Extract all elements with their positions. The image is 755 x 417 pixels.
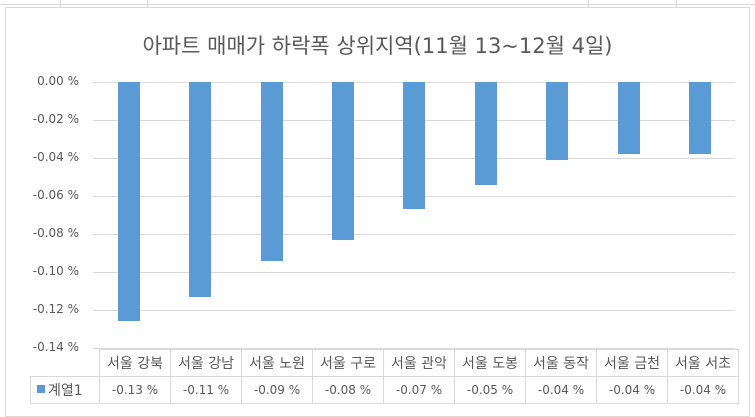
value-cell: -0.04 % [596,376,668,404]
y-tick-label: -0.10 % [32,264,79,278]
value-cell: -0.09 % [241,376,313,404]
legend-key-icon [37,385,45,393]
bar-8[interactable] [688,82,711,155]
legend-entry: 계열1 [30,376,100,404]
sheet-row-line [0,4,755,5]
gridline [93,272,735,273]
y-tick-label: -0.02 % [32,112,79,126]
gridline [93,348,735,349]
category-label: 서울 노원 [241,349,313,377]
series-row: 계열1 -0.13 % -0.11 % -0.09 % -0.08 % -0.07 % -… [30,376,739,404]
table-corner [30,349,100,377]
bar-4[interactable] [403,82,426,210]
y-tick-label: -0.06 % [32,188,79,202]
value-cell: -0.04 % [667,376,739,404]
bar-2[interactable] [260,82,283,261]
legend-label: 계열1 [48,383,83,399]
gridline [93,310,735,311]
category-label: 서울 서초 [667,349,739,377]
value-cell: -0.04 % [525,376,597,404]
bar-7[interactable] [617,82,640,155]
category-label: 서울 도봉 [454,349,526,377]
bar-5[interactable] [474,82,497,185]
value-cell: -0.13 % [99,376,171,404]
value-cell: -0.07 % [383,376,455,404]
category-row: 서울 강북 서울 강남 서울 노원 서울 구로 서울 관악 서울 도봉 서울 동작 서울 금천… [30,349,739,377]
bar-0[interactable] [117,82,140,322]
chart-area[interactable]: 아파트 매매가 하락폭 상위지역(11월 13~12월 4일) 0.00 % -0… [5,7,750,417]
category-label: 서울 관악 [383,349,455,377]
value-cell: -0.11 % [170,376,242,404]
category-label: 서울 강남 [170,349,242,377]
y-tick-label: -0.08 % [32,226,79,240]
y-tick-label: -0.04 % [32,150,79,164]
bar-6[interactable] [546,82,569,160]
bar-1[interactable] [189,82,212,297]
chart-title: 아파트 매매가 하락폭 상위지역(11월 13~12월 4일) [142,34,613,58]
category-label: 서울 동작 [525,349,597,377]
category-label: 서울 구로 [312,349,384,377]
value-cell: -0.08 % [312,376,384,404]
y-tick-label: -0.12 % [32,302,79,316]
bar-3[interactable] [331,82,354,240]
data-table: 서울 강북 서울 강남 서울 노원 서울 구로 서울 관악 서울 도봉 서울 동작 서울 금천… [30,349,739,404]
value-cell: -0.05 % [454,376,526,404]
y-tick-label: 0.00 % [37,74,79,88]
category-label: 서울 금천 [596,349,668,377]
gridline [93,234,735,235]
category-label: 서울 강북 [99,349,171,377]
